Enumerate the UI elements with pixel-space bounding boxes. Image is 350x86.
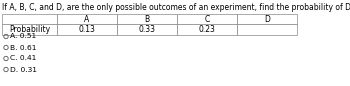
Bar	[117, 24, 177, 35]
Text: A. 0.51: A. 0.51	[10, 34, 36, 39]
Text: A: A	[84, 15, 90, 23]
Bar	[57, 14, 117, 24]
Text: 0.33: 0.33	[139, 25, 155, 34]
Bar	[117, 14, 177, 24]
Text: B. 0.61: B. 0.61	[10, 44, 36, 50]
Bar	[57, 24, 117, 35]
Text: If A, B, C, and D, are the only possible outcomes of an experiment, find the pro: If A, B, C, and D, are the only possible…	[2, 3, 350, 12]
Text: D: D	[264, 15, 270, 23]
Bar	[237, 24, 297, 35]
Bar	[237, 14, 297, 24]
Bar	[177, 24, 237, 35]
Text: D. 0.31: D. 0.31	[10, 66, 37, 72]
Text: B: B	[145, 15, 149, 23]
Text: C. 0.41: C. 0.41	[10, 55, 36, 61]
Bar	[2, 14, 57, 24]
Bar	[177, 14, 237, 24]
Text: Probability: Probability	[9, 25, 50, 34]
Text: C: C	[204, 15, 210, 23]
Text: 0.13: 0.13	[78, 25, 96, 34]
Text: 0.23: 0.23	[198, 25, 216, 34]
Bar	[2, 24, 57, 35]
